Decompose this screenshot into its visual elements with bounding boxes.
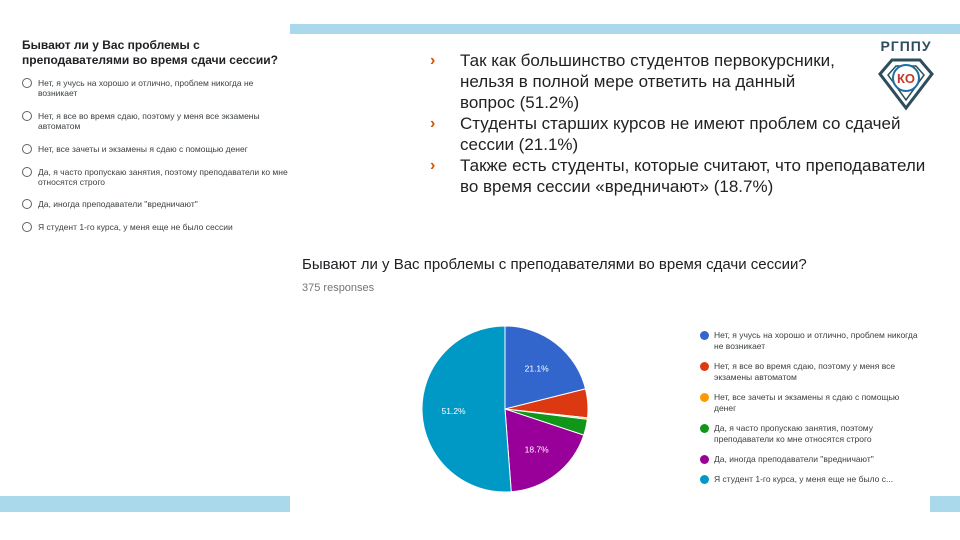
pie-slice — [504, 408, 585, 493]
chevron-right-icon: › — [430, 115, 436, 132]
radio-icon[interactable] — [22, 222, 32, 232]
legend-label: Нет, я все во время сдаю, поэтому у меня… — [714, 361, 896, 382]
legend-label: Нет, все зачеты и экзамены я сдаю с помо… — [714, 392, 900, 413]
radio-icon[interactable] — [22, 199, 32, 209]
top-accent-bar — [290, 24, 960, 34]
legend-label: Нет, я учусь на хорошо и отлично, пробле… — [714, 330, 918, 351]
survey-option-label: Нет, я учусь на хорошо и отлично, пробле… — [38, 78, 254, 98]
survey-option-label: Да, я часто пропускаю занятия, поэтому п… — [38, 167, 288, 187]
finding-text: Так как большинство студентов первокурсн… — [460, 51, 835, 112]
findings-list: › Так как большинство студентов первокур… — [430, 50, 940, 197]
legend-label: Да, я часто пропускаю занятия, поэтому п… — [714, 423, 873, 444]
survey-option[interactable]: Я студент 1-го курса, у меня еще не было… — [22, 222, 292, 232]
diamond-logo-icon: КО — [878, 58, 934, 111]
legend-swatch — [700, 362, 709, 371]
finding-item: › Студенты старших курсов не имеют пробл… — [430, 113, 940, 155]
finding-text: Студенты старших курсов не имеют проблем… — [460, 114, 901, 154]
survey-options: Нет, я учусь на хорошо и отлично, пробле… — [22, 78, 292, 232]
logo-mark: КО — [897, 71, 915, 86]
legend-item: Нет, все зачеты и экзамены я сдаю с помо… — [700, 392, 920, 414]
legend-item: Да, я часто пропускаю занятия, поэтому п… — [700, 423, 920, 445]
survey-question-card: Бывают ли у Вас проблемы с преподавателя… — [22, 38, 292, 248]
legend-swatch — [700, 455, 709, 464]
logo-text: РГППУ — [880, 38, 932, 54]
pie-slice-label: 51.2% — [442, 406, 467, 416]
survey-option[interactable]: Нет, я учусь на хорошо и отлично, пробле… — [22, 78, 292, 98]
pie-chart: 21.1% 18.7% 51.2% — [421, 325, 589, 493]
chevron-right-icon: › — [430, 157, 436, 174]
legend-item: Нет, я учусь на хорошо и отлично, пробле… — [700, 330, 920, 352]
pie-slice — [421, 325, 512, 493]
chart-title: Бывают ли у Вас проблемы с преподавателя… — [302, 256, 807, 273]
chart-response-count: 375 responses — [302, 282, 375, 294]
legend-swatch — [700, 331, 709, 340]
legend-item: Да, иногда преподаватели "вредничают" — [700, 454, 920, 465]
survey-option[interactable]: Да, я часто пропускаю занятия, поэтому п… — [22, 167, 292, 187]
finding-text: Также есть студенты, которые считают, чт… — [460, 156, 926, 196]
legend-item: Нет, я все во время сдаю, поэтому у меня… — [700, 361, 920, 383]
finding-item: › Также есть студенты, которые считают, … — [430, 155, 940, 197]
legend-item: Я студент 1-го курса, у меня еще не было… — [700, 474, 920, 485]
radio-icon[interactable] — [22, 167, 32, 177]
radio-icon[interactable] — [22, 111, 32, 121]
pie-slice — [504, 325, 587, 410]
survey-option-label: Да, иногда преподаватели "вредничают" — [38, 199, 198, 209]
chart-legend: Нет, я учусь на хорошо и отлично, пробле… — [700, 330, 920, 494]
legend-swatch — [700, 424, 709, 433]
survey-option[interactable]: Нет, все зачеты и экзамены я сдаю с помо… — [22, 144, 292, 154]
chevron-right-icon: › — [430, 52, 436, 69]
finding-item: › Так как большинство студентов первокур… — [430, 50, 940, 113]
pie-slice-label: 21.1% — [525, 363, 550, 373]
survey-option[interactable]: Нет, я все во время сдаю, поэтому у меня… — [22, 111, 292, 131]
radio-icon[interactable] — [22, 144, 32, 154]
radio-icon[interactable] — [22, 78, 32, 88]
legend-swatch — [700, 475, 709, 484]
survey-option[interactable]: Да, иногда преподаватели "вредничают" — [22, 199, 292, 209]
legend-swatch — [700, 393, 709, 402]
survey-option-label: Я студент 1-го курса, у меня еще не было… — [38, 222, 233, 232]
pie-slice-label: 18.7% — [525, 445, 550, 455]
survey-option-label: Нет, я все во время сдаю, поэтому у меня… — [38, 111, 260, 131]
survey-question: Бывают ли у Вас проблемы с преподавателя… — [22, 38, 278, 67]
survey-option-label: Нет, все зачеты и экзамены я сдаю с помо… — [38, 144, 248, 154]
legend-label: Да, иногда преподаватели "вредничают" — [714, 454, 874, 464]
chart-card: Бывают ли у Вас проблемы с преподавателя… — [290, 244, 930, 510]
university-logo: РГППУ КО — [866, 38, 946, 118]
legend-label: Я студент 1-го курса, у меня еще не было… — [714, 474, 894, 484]
